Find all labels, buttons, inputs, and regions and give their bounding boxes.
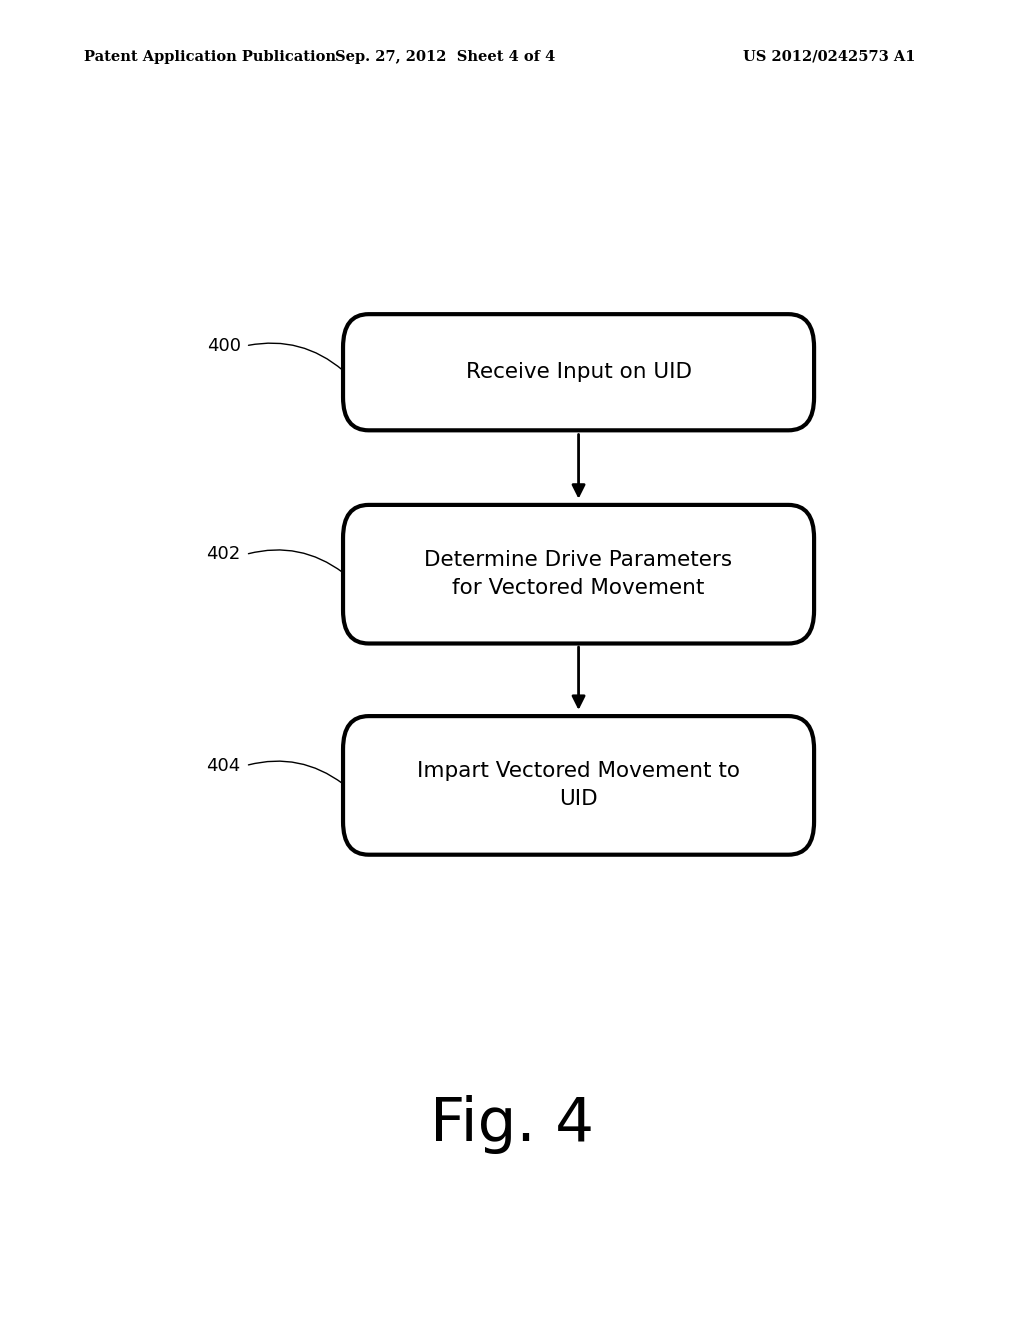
FancyBboxPatch shape [343,314,814,430]
Text: 402: 402 [207,545,241,564]
FancyBboxPatch shape [343,715,814,855]
Text: Receive Input on UID: Receive Input on UID [466,362,691,383]
FancyBboxPatch shape [343,506,814,644]
Text: Patent Application Publication: Patent Application Publication [84,50,336,63]
Text: US 2012/0242573 A1: US 2012/0242573 A1 [743,50,915,63]
Text: 404: 404 [207,756,241,775]
Text: Determine Drive Parameters
for Vectored Movement: Determine Drive Parameters for Vectored … [425,550,732,598]
Text: 400: 400 [207,337,241,355]
Text: Sep. 27, 2012  Sheet 4 of 4: Sep. 27, 2012 Sheet 4 of 4 [335,50,556,63]
Text: Impart Vectored Movement to
UID: Impart Vectored Movement to UID [417,762,740,809]
Text: Fig. 4: Fig. 4 [430,1096,594,1154]
